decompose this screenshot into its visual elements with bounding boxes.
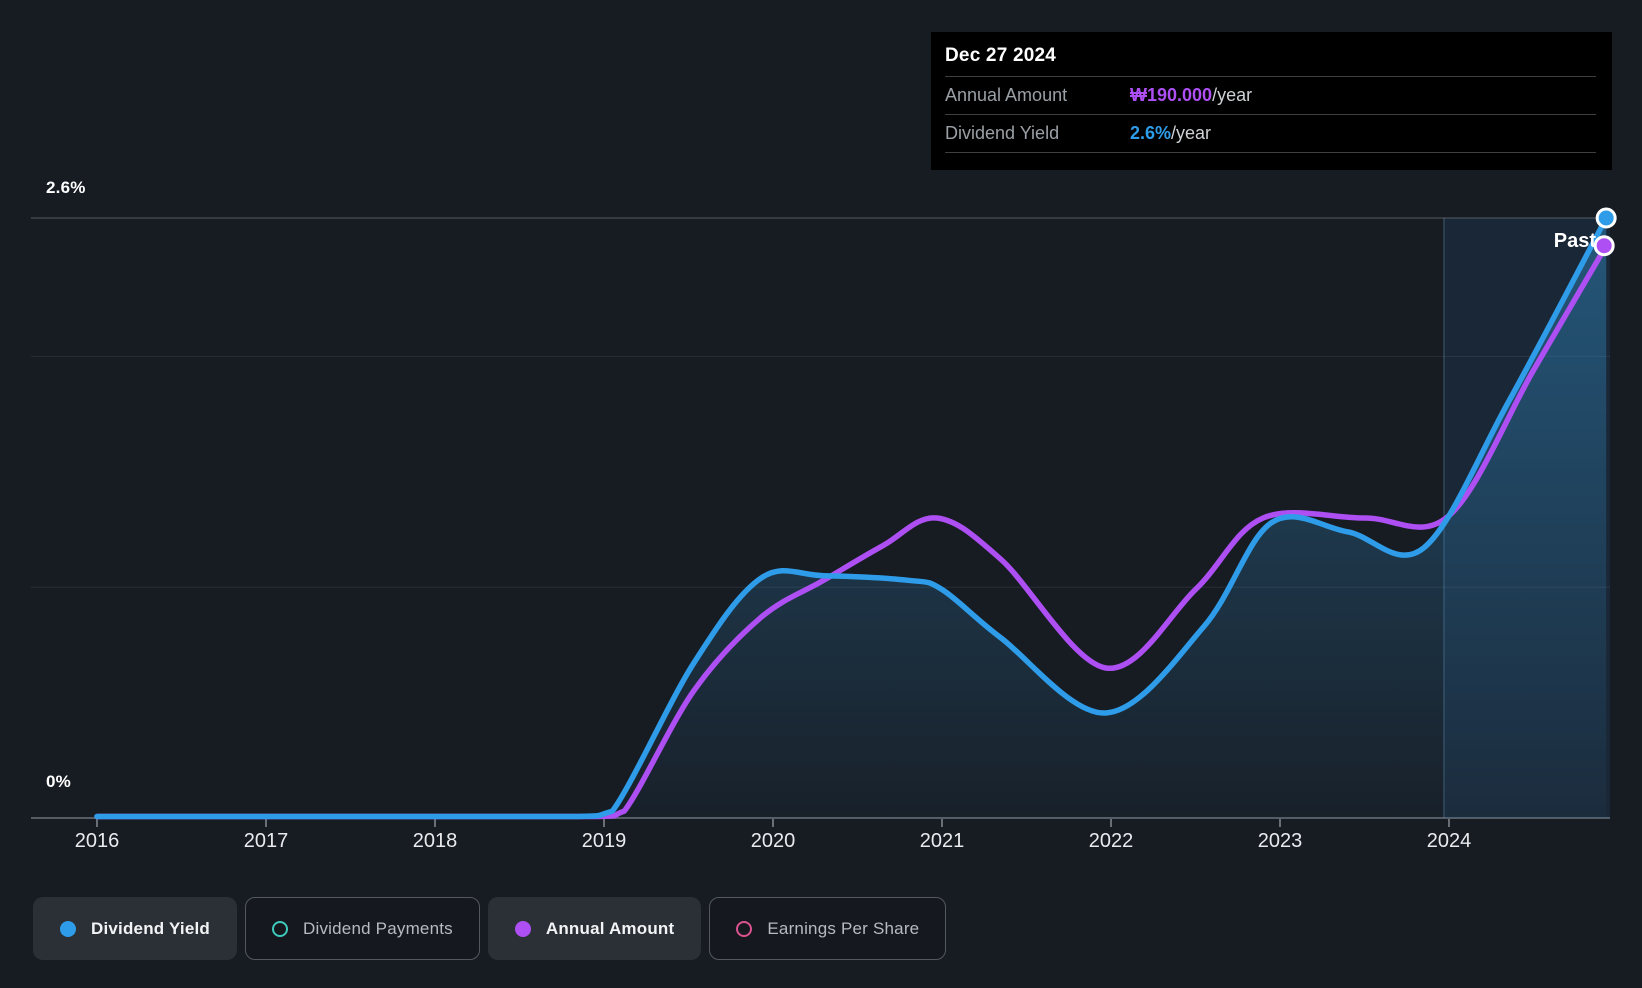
dividend-yield-line	[94, 215, 1609, 820]
x-axis-label-2022: 2022	[1088, 830, 1134, 852]
y-axis-label-top: 2.6%	[46, 178, 86, 197]
annual-amount-dot-icon	[514, 920, 531, 937]
legend-label: Dividend Payments	[303, 918, 453, 938]
legend-label: Earnings Per Share	[767, 918, 920, 938]
annual-amount-endpoint-marker	[1593, 235, 1615, 257]
legend-label: Annual Amount	[545, 918, 675, 938]
x-axis-label-2023: 2023	[1257, 830, 1303, 852]
tooltip-bottom-divider	[945, 152, 1596, 170]
earnings-per-share-ring-icon	[736, 920, 753, 937]
past-region-label: Past	[1553, 230, 1596, 252]
legend-toggle-dividend-yield[interactable]: Dividend Yield	[33, 897, 237, 960]
x-axis-label-2018: 2018	[412, 830, 458, 852]
legend-toggle-dividend-payments[interactable]: Dividend Payments	[245, 897, 480, 960]
legend: Dividend Yield Dividend Payments Annual …	[33, 897, 947, 960]
y-axis-label-bottom: 0%	[46, 772, 71, 791]
tooltip-row-dividend-yield: Dividend Yield 2.6%/year	[945, 114, 1596, 152]
tooltip: Dec 27 2024 Annual Amount ₩190.000/year …	[931, 32, 1612, 170]
x-axis-label-2021: 2021	[919, 830, 965, 852]
x-axis-label-2016: 2016	[74, 830, 120, 852]
tooltip-row-value: ₩190.000/year	[1130, 85, 1253, 105]
dividend-yield-area	[97, 218, 1607, 818]
tooltip-row-annual-amount: Annual Amount ₩190.000/year	[945, 76, 1596, 114]
legend-label: Dividend Yield	[91, 918, 210, 938]
tooltip-row-label: Dividend Yield	[945, 123, 1060, 143]
dividend-payments-ring-icon	[272, 920, 288, 937]
x-axis-label-2020: 2020	[750, 830, 796, 852]
x-axis-label-2024: 2024	[1426, 830, 1472, 852]
dividend-yield-dot-icon	[60, 920, 76, 937]
legend-toggle-annual-amount[interactable]: Annual Amount	[487, 897, 702, 960]
legend-toggle-earnings-per-share[interactable]: Earnings Per Share	[709, 897, 947, 960]
tooltip-row-label: Annual Amount	[945, 85, 1068, 105]
tooltip-date: Dec 27 2024	[945, 45, 1057, 66]
x-axis-label-2019: 2019	[581, 830, 627, 852]
x-axis-label-2017: 2017	[243, 830, 289, 852]
dividend-yield-endpoint-marker	[1595, 207, 1617, 229]
dividend-history-chart[interactable]	[0, 0, 1642, 830]
tooltip-row-value: 2.6%/year	[1130, 123, 1212, 143]
